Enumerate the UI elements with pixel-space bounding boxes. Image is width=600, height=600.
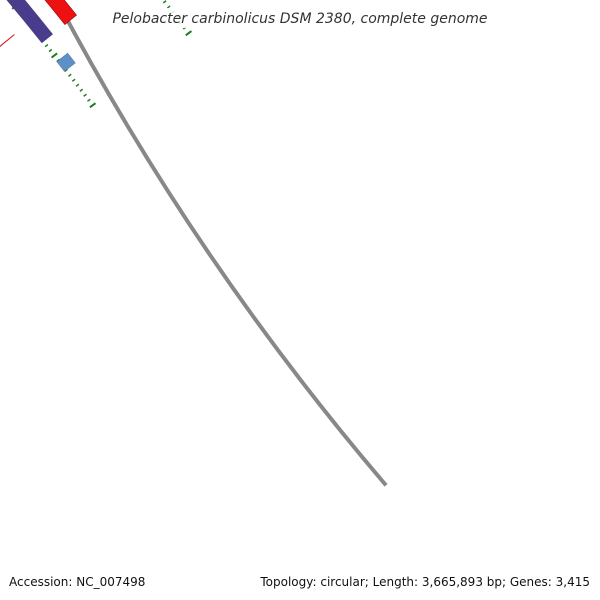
scale-minor-tick [83, 93, 87, 97]
scale-major-tick [50, 52, 58, 59]
scale-minor-tick [162, 0, 167, 4]
genome-backbone [54, 0, 388, 487]
title-backdrop [112, 8, 488, 28]
gene-labels-layer: mod2CPcar_2108Pcar_2107Pcar_2106Pcar_210… [0, 34, 15, 47]
scale-minor-tick [75, 83, 80, 87]
scale-major-tick [185, 30, 193, 37]
scale-minor-tick [79, 88, 84, 92]
scale-minor-tick [56, 58, 61, 63]
scale-minor-tick [71, 78, 76, 82]
scale-minor-tick [44, 43, 49, 48]
gene-leader-line [0, 34, 15, 47]
forward-genes-layer [43, 0, 77, 25]
scale-minor-tick [67, 73, 72, 77]
cog-track-layer [6, 0, 76, 72]
topology-text: Topology: circular; Length: 3,665,893 bp… [260, 575, 590, 589]
scale-minor-tick [166, 5, 171, 9]
map-title: Pelobacter carbinolicus DSM 2380, comple… [112, 11, 487, 27]
scale-minor-tick [87, 98, 91, 102]
scale-major-tick [89, 102, 97, 109]
scale-minor-tick [48, 48, 53, 53]
scale-minor-tick [64, 68, 68, 72]
forward-gene-arrow[interactable] [43, 0, 77, 25]
cog-segment [6, 0, 54, 44]
cog-segment [56, 52, 76, 72]
accession-text: Accession: NC_007498 [9, 575, 146, 589]
